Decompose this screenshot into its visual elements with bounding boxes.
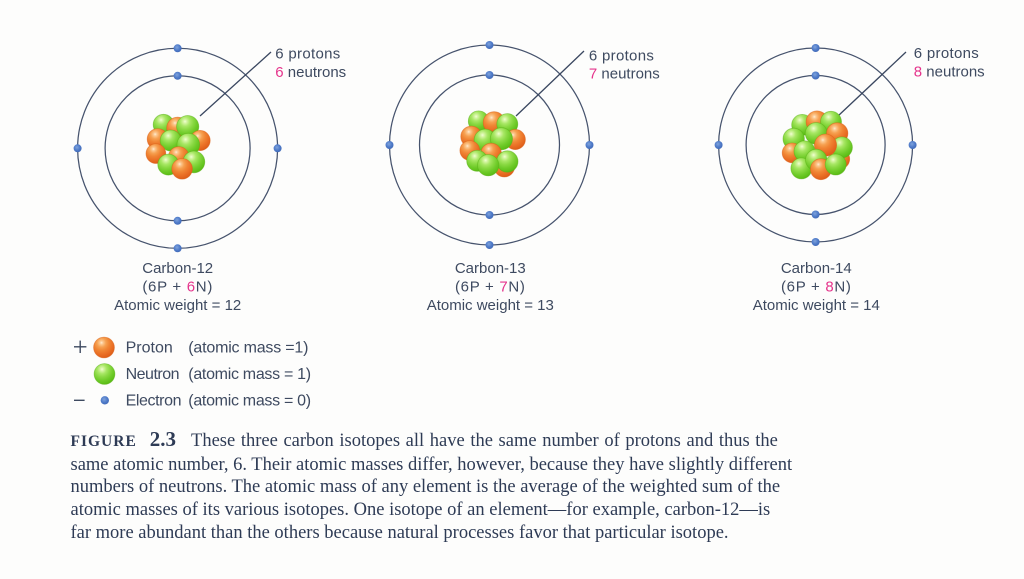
- svg-text:(6P + 6N): (6P + 6N): [142, 279, 213, 296]
- svg-text:8 neutrons: 8 neutrons: [914, 64, 985, 81]
- svg-text:6 protons: 6 protons: [589, 47, 654, 64]
- svg-text:(atomic mass = 0): (atomic mass = 0): [188, 392, 310, 409]
- svg-text:6 protons: 6 protons: [914, 45, 979, 62]
- svg-text:(6P + 7N): (6P + 7N): [455, 279, 526, 296]
- svg-text:(atomic mass =1): (atomic mass =1): [188, 340, 308, 357]
- svg-text:7 neutrons: 7 neutrons: [589, 65, 660, 82]
- svg-text:Carbon-14: Carbon-14: [781, 260, 852, 277]
- svg-text:Carbon-13: Carbon-13: [455, 260, 526, 277]
- svg-text:Electron: Electron: [126, 392, 182, 409]
- svg-text:Neutron: Neutron: [126, 366, 179, 383]
- svg-text:Atomic weight = 12: Atomic weight = 12: [114, 297, 241, 314]
- svg-text:Atomic weight = 13: Atomic weight = 13: [427, 297, 554, 314]
- svg-text:6 protons: 6 protons: [275, 45, 340, 62]
- svg-text:Carbon-12: Carbon-12: [142, 260, 213, 277]
- svg-text:(atomic mass = 1): (atomic mass = 1): [188, 366, 310, 383]
- svg-text:6 neutrons: 6 neutrons: [275, 64, 346, 81]
- svg-text:Proton: Proton: [126, 340, 173, 357]
- svg-text:Atomic weight = 14: Atomic weight = 14: [753, 297, 880, 314]
- svg-text:(6P + 8N): (6P + 8N): [781, 279, 852, 296]
